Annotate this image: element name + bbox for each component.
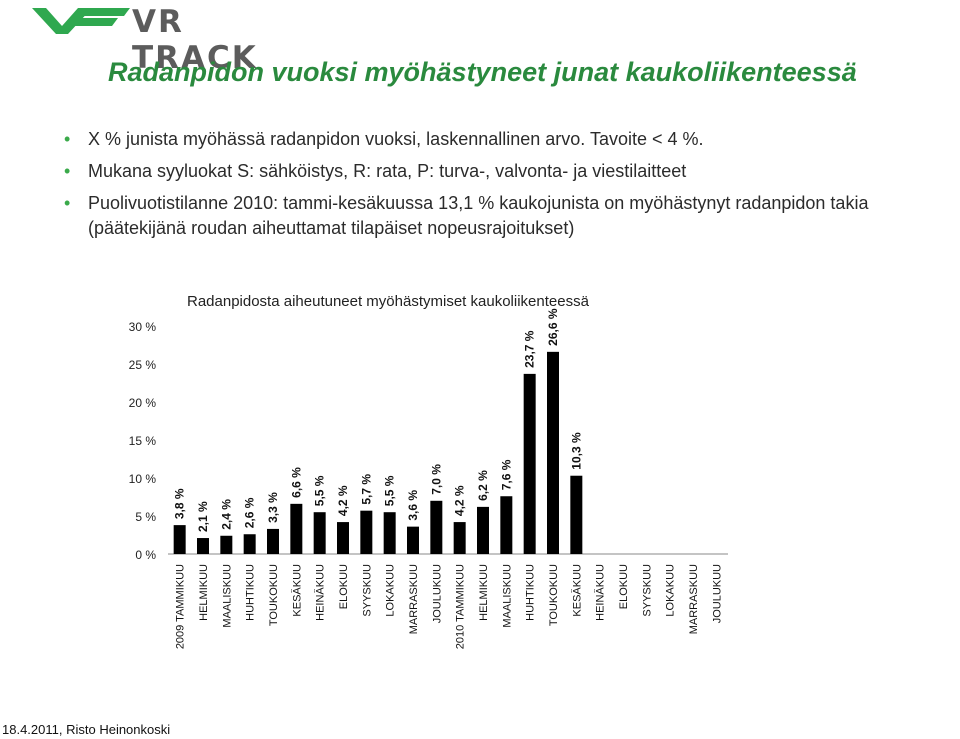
x-tick-label: LOKAKUU [385,564,397,617]
data-label: 10,3 % [569,432,583,470]
x-tick-label: HEINÄKUU [595,564,607,621]
bar [290,503,303,554]
data-label: 3,3 % [266,492,280,523]
data-label: 7,6 % [499,459,513,490]
x-tick-label: ELOKUU [618,564,630,609]
data-label: 4,2 % [453,485,467,516]
bar [337,522,349,554]
bullet-dot-icon: • [64,161,71,181]
x-tick-label: SYYSKUU [361,564,373,617]
data-label: 5,7 % [359,474,373,505]
bar [383,512,396,554]
data-label: 2,4 % [219,499,233,530]
bar [547,351,559,554]
bar [243,534,256,554]
x-tick-label: LOKAKUU [665,564,677,617]
bar [570,475,583,554]
data-label: 23,7 % [523,330,537,368]
logo-wordmark: VR TRACK [132,4,258,76]
bar [173,525,186,554]
bar [500,496,513,554]
x-tick-label: 2010 TAMMIKUU [455,564,467,649]
x-tick-label: MAALISKUU [221,564,233,628]
x-tick-label: HEINÄKUU [315,564,327,621]
x-tick-label: TOUKOKUU [548,564,560,626]
vr-track-logo: VR TRACK [32,4,307,76]
bullet-item: • Mukana syyluokat S: sähköistys, R: rata… [62,159,942,184]
y-tick-label: 10 % [129,472,157,486]
x-tick-label: KESÄKUU [571,564,583,617]
data-label: 7,0 % [429,464,443,495]
data-label: 2,6 % [243,497,257,528]
data-label: 5,5 % [383,475,397,506]
y-tick-label: 15 % [129,434,157,448]
data-label: 4,2 % [336,485,350,516]
data-label: 26,6 % [546,308,560,346]
bar [477,506,489,554]
bullet-item: • Puolivuotistilanne 2010: tammi-kesäkuus… [64,193,869,238]
y-tick-label: 25 % [129,358,157,372]
x-tick-label: MARRASKUU [688,564,700,634]
bar [407,526,419,554]
bar [197,538,209,554]
chart-container: 0 % 5 % 10 % 15 % 20 % 25 % 30 % 3,8 % 2009 TAMM… [108,280,739,665]
y-tick-label: 5 % [135,510,156,524]
y-tick-label: 20 % [129,396,157,410]
data-label: 3,8 % [173,488,187,519]
x-tick-label: 2009 TAMMIKUU [175,564,187,649]
data-label: 6,2 % [476,470,490,501]
data-label: 3,6 % [406,490,420,521]
y-tick-label: 0 % [135,548,156,562]
x-tick-label: HUHTIKUU [525,564,537,621]
bar-chart: 0 % 5 % 10 % 15 % 20 % 25 % 30 % 3,8 % 2009 TAMM… [129,308,728,649]
bar [453,522,466,554]
bullet-list: • X % junista myöhässä radanpidon vuoksi,… [62,127,942,248]
x-tick-label: KESÄKUU [291,564,303,617]
bar [267,528,279,554]
data-label: 6,6 % [289,467,303,498]
x-tick-label: ELOKUU [338,564,350,609]
x-tick-label: JOULUKUU [431,564,443,623]
bar [360,510,373,554]
x-tick-label: SYYSKUU [641,564,653,617]
bar [313,512,326,554]
x-tick-label: TOUKOKUU [268,564,280,626]
data-label: 5,5 % [313,475,327,506]
bullet-item: • X % junista myöhässä radanpidon vuoksi,… [62,127,942,152]
bar [523,373,536,554]
x-tick-label: HELMIKUU [478,564,490,621]
x-tick-label: HUHTIKUU [245,564,257,621]
x-tick-label: JOULUKUU [711,564,723,623]
x-tick-label: HELMIKUU [198,564,210,621]
vr-chevron-icon [32,8,130,34]
data-label: 2,1 % [196,501,210,532]
x-tick-label: MARRASKUU [408,564,420,634]
bar [430,500,443,554]
page-title: Radanpidon vuoksi myöhästyneet junat kau… [108,57,857,87]
bar [220,535,233,554]
chart-title: Radanpidosta aiheutuneet myöhästymiset k… [187,293,589,310]
x-tick-label: MAALISKUU [501,564,513,628]
bullet-dot-icon: • [64,193,71,213]
y-tick-label: 30 % [129,320,157,334]
footer-text: 18.4.2011, Risto Heinonkoski [2,722,171,737]
bullet-dot-icon: • [64,129,71,149]
